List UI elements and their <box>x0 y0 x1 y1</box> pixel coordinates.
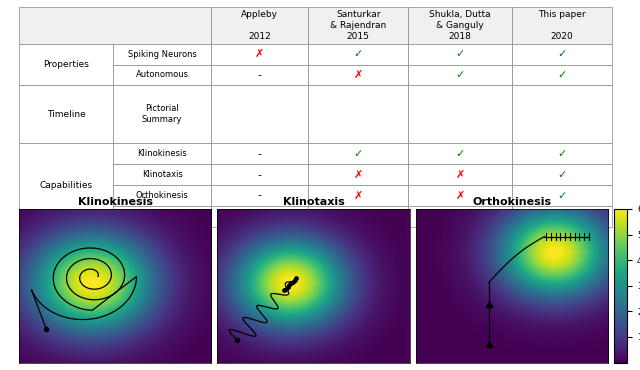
FancyBboxPatch shape <box>211 206 308 227</box>
Text: ✗: ✗ <box>353 191 363 201</box>
FancyBboxPatch shape <box>408 85 512 144</box>
FancyBboxPatch shape <box>19 85 113 144</box>
Text: Pictorial
Summary: Pictorial Summary <box>142 104 182 124</box>
FancyBboxPatch shape <box>19 7 211 44</box>
FancyBboxPatch shape <box>211 185 308 206</box>
FancyBboxPatch shape <box>211 164 308 185</box>
Text: ✗: ✗ <box>255 49 264 59</box>
FancyBboxPatch shape <box>308 206 408 227</box>
FancyBboxPatch shape <box>113 44 211 64</box>
FancyBboxPatch shape <box>512 164 612 185</box>
Title: Klinokinesis: Klinokinesis <box>78 197 153 207</box>
FancyBboxPatch shape <box>113 64 211 85</box>
Text: ✓: ✓ <box>455 70 465 80</box>
FancyBboxPatch shape <box>308 7 408 44</box>
FancyBboxPatch shape <box>408 64 512 85</box>
Text: ✗: ✗ <box>353 170 363 180</box>
Text: ✗: ✗ <box>455 191 465 201</box>
Text: ✗: ✗ <box>455 170 465 180</box>
Text: ✓: ✓ <box>455 49 465 59</box>
FancyBboxPatch shape <box>113 185 211 206</box>
FancyBboxPatch shape <box>308 85 408 144</box>
Text: ✗: ✗ <box>353 211 363 221</box>
Text: -: - <box>257 211 261 221</box>
Text: ✓: ✓ <box>353 149 363 159</box>
Text: ✓: ✓ <box>557 149 566 159</box>
FancyBboxPatch shape <box>113 85 211 144</box>
Text: -: - <box>257 191 261 201</box>
FancyBboxPatch shape <box>308 185 408 206</box>
Text: -: - <box>257 170 261 180</box>
FancyBboxPatch shape <box>211 7 308 44</box>
FancyBboxPatch shape <box>19 144 113 227</box>
Text: Shukla, Dutta
& Ganguly
2018: Shukla, Dutta & Ganguly 2018 <box>429 10 491 41</box>
FancyBboxPatch shape <box>308 144 408 164</box>
FancyBboxPatch shape <box>211 44 308 64</box>
FancyBboxPatch shape <box>113 144 211 164</box>
Text: Spiking Neurons: Spiking Neurons <box>127 50 196 58</box>
Text: This paper

2020: This paper 2020 <box>538 10 586 41</box>
Text: Capabilities: Capabilities <box>40 181 93 190</box>
FancyBboxPatch shape <box>211 85 308 144</box>
FancyBboxPatch shape <box>408 44 512 64</box>
Text: Klinokinesis: Klinokinesis <box>137 149 187 158</box>
FancyBboxPatch shape <box>211 144 308 164</box>
FancyBboxPatch shape <box>211 64 308 85</box>
Text: -: - <box>257 149 261 159</box>
FancyBboxPatch shape <box>308 164 408 185</box>
FancyBboxPatch shape <box>512 206 612 227</box>
FancyBboxPatch shape <box>408 144 512 164</box>
FancyBboxPatch shape <box>308 64 408 85</box>
FancyBboxPatch shape <box>408 206 512 227</box>
Text: Properties: Properties <box>44 60 89 69</box>
Text: ✓: ✓ <box>557 70 566 80</box>
Title: Orthokinesis: Orthokinesis <box>472 197 551 207</box>
FancyBboxPatch shape <box>408 164 512 185</box>
Text: ✓: ✓ <box>455 211 465 221</box>
Text: ✗: ✗ <box>353 70 363 80</box>
Text: Autonomous: Autonomous <box>136 70 189 80</box>
Text: Timeline: Timeline <box>47 110 86 119</box>
FancyBboxPatch shape <box>19 44 113 85</box>
Text: Appleby

2012: Appleby 2012 <box>241 10 278 41</box>
Text: Escape Extrema: Escape Extrema <box>128 212 196 221</box>
FancyBboxPatch shape <box>113 206 211 227</box>
Text: Orthokinesis: Orthokinesis <box>136 191 189 200</box>
Text: Klinotaxis: Klinotaxis <box>141 170 182 179</box>
FancyBboxPatch shape <box>512 144 612 164</box>
Text: ✓: ✓ <box>353 49 363 59</box>
FancyBboxPatch shape <box>512 44 612 64</box>
Text: -: - <box>257 70 261 80</box>
Text: ✓: ✓ <box>557 191 566 201</box>
Text: Santurkar
& Rajendran
2015: Santurkar & Rajendran 2015 <box>330 10 387 41</box>
FancyBboxPatch shape <box>408 185 512 206</box>
Text: ✓: ✓ <box>557 49 566 59</box>
FancyBboxPatch shape <box>512 7 612 44</box>
FancyBboxPatch shape <box>113 164 211 185</box>
FancyBboxPatch shape <box>512 85 612 144</box>
Text: ✓: ✓ <box>557 170 566 180</box>
Title: Klinotaxis: Klinotaxis <box>283 197 344 207</box>
FancyBboxPatch shape <box>512 185 612 206</box>
Text: ✓: ✓ <box>455 149 465 159</box>
FancyBboxPatch shape <box>512 64 612 85</box>
FancyBboxPatch shape <box>308 44 408 64</box>
FancyBboxPatch shape <box>408 7 512 44</box>
Text: ✓: ✓ <box>557 211 566 221</box>
